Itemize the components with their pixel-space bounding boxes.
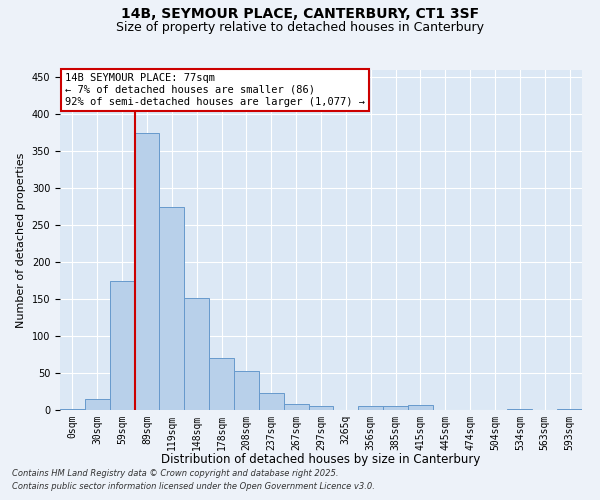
Text: 14B SEYMOUR PLACE: 77sqm
← 7% of detached houses are smaller (86)
92% of semi-de: 14B SEYMOUR PLACE: 77sqm ← 7% of detache…: [65, 74, 365, 106]
Bar: [134, 133, 160, 410]
Bar: [60, 408, 85, 410]
Bar: [358, 406, 383, 410]
Bar: [85, 399, 110, 410]
Bar: [259, 393, 284, 410]
Bar: [110, 280, 134, 410]
Text: Distribution of detached houses by size in Canterbury: Distribution of detached houses by size …: [161, 452, 481, 466]
Bar: [308, 406, 334, 410]
Y-axis label: Number of detached properties: Number of detached properties: [16, 152, 26, 328]
Bar: [209, 358, 234, 410]
Bar: [383, 406, 408, 410]
Bar: [160, 206, 184, 410]
Bar: [184, 298, 209, 410]
Bar: [408, 405, 433, 410]
Text: 14B, SEYMOUR PLACE, CANTERBURY, CT1 3SF: 14B, SEYMOUR PLACE, CANTERBURY, CT1 3SF: [121, 8, 479, 22]
Bar: [284, 404, 308, 410]
Text: Contains HM Land Registry data © Crown copyright and database right 2025.: Contains HM Land Registry data © Crown c…: [12, 469, 338, 478]
Bar: [234, 371, 259, 410]
Text: Contains public sector information licensed under the Open Government Licence v3: Contains public sector information licen…: [12, 482, 375, 491]
Text: Size of property relative to detached houses in Canterbury: Size of property relative to detached ho…: [116, 21, 484, 34]
